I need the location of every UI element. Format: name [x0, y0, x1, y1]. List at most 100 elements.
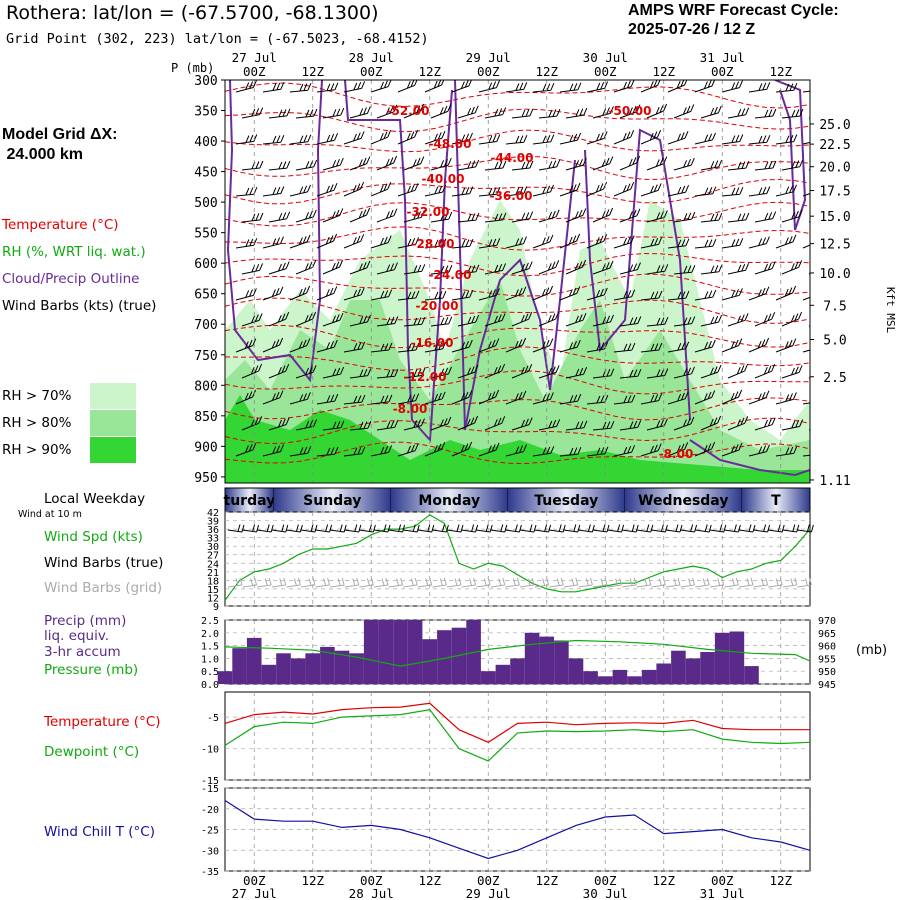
wind-barb — [694, 390, 716, 405]
wind-barb — [430, 104, 452, 119]
wind-barb — [646, 210, 668, 223]
top-time-tick-label: 00Z — [243, 64, 266, 79]
wind-barb — [268, 417, 290, 431]
wind-barb — [511, 108, 534, 119]
wind-barb — [748, 444, 770, 457]
weekday-cell — [273, 488, 391, 512]
wind-barb — [586, 234, 608, 249]
wind-panel-tick-label: 12 — [207, 593, 219, 604]
wind-barb — [694, 186, 717, 197]
wind-barb — [640, 80, 661, 93]
precip-bar — [583, 671, 598, 684]
local-weekday-label: Local Weekday — [44, 491, 146, 507]
wind-barb — [397, 80, 418, 93]
precip-bar — [232, 648, 247, 684]
pressure-tick-label: 500 — [194, 196, 217, 211]
wind-barb — [559, 447, 582, 457]
wind-barb — [619, 262, 641, 275]
wind-barb — [343, 181, 365, 197]
top-time-tick-label: 00Z — [594, 64, 617, 79]
precip-bar — [422, 639, 437, 684]
wind-panel-frame — [224, 511, 811, 607]
top-date-label: 31 Jul — [700, 50, 745, 65]
wind-barb — [586, 81, 609, 93]
temperature-contour-label: -48.00 — [429, 137, 472, 151]
precip-bar — [714, 632, 730, 684]
wind-panel-tick-label: 39 — [207, 517, 219, 528]
wind-barb-grid — [476, 577, 491, 588]
wind-barb — [424, 442, 446, 457]
wind-barb-grid — [519, 577, 535, 588]
wind-barb — [673, 104, 695, 119]
pressure-tick-label: 450 — [194, 166, 217, 181]
wind-barb — [592, 156, 614, 171]
wind-barb — [397, 290, 420, 301]
wind-barb — [376, 262, 398, 275]
precip-bar — [685, 658, 701, 684]
pressure-tick-label: 950 — [194, 471, 217, 486]
grid-point-subtitle: Grid Point (302, 223) lat/lon = (-67.502… — [6, 31, 429, 47]
wind-panel-tick-label: 24 — [207, 559, 219, 570]
wind-barb — [403, 368, 426, 379]
precip-bar — [641, 669, 657, 684]
bottom-time-tick-label: 12Z — [769, 873, 792, 888]
wind-barb-grid — [651, 577, 666, 588]
wind-barb-grid — [753, 577, 769, 588]
wind-barb-true — [578, 524, 595, 533]
wind-barb — [727, 107, 750, 119]
wind-barb — [700, 212, 723, 223]
wind-barb — [619, 369, 642, 379]
wind-barb — [316, 233, 338, 249]
wind-barb — [451, 186, 474, 197]
wind-barb — [640, 342, 663, 353]
temperature-contour — [225, 226, 810, 251]
wind-barb — [241, 416, 263, 431]
wind-barb — [592, 314, 614, 327]
wind-barb — [559, 339, 581, 353]
temperature-contour — [225, 129, 810, 153]
wind-barb — [424, 184, 447, 197]
wind-barb — [316, 133, 339, 145]
wind-barb — [559, 233, 581, 249]
precip-bar — [276, 653, 291, 684]
wind-barb — [511, 312, 533, 327]
bottom-time-tick-label: 12Z — [418, 873, 441, 888]
wind-barb — [424, 130, 446, 145]
cloud-outline — [584, 128, 691, 421]
wind-barb — [532, 234, 554, 249]
wind-barb — [343, 131, 365, 145]
bottom-time-tick-label: 00Z — [360, 873, 383, 888]
wind-barb-true — [446, 524, 464, 533]
bottom-date-label: 30 Jul — [583, 886, 628, 900]
wind-barb — [646, 264, 669, 275]
wind-barb-true — [330, 524, 347, 533]
wind-barb — [721, 187, 744, 197]
precip-bar — [217, 671, 233, 684]
temperature-contour — [225, 155, 810, 180]
wind-barb-grid — [227, 577, 243, 588]
wind-barb — [565, 157, 587, 171]
wind-barb — [268, 108, 291, 119]
top-time-tick-label: 00Z — [711, 64, 734, 79]
wind-barb — [694, 132, 716, 145]
wind-barb — [370, 80, 392, 93]
wind-barb — [640, 443, 662, 457]
time-height-section: -52.00 -50.00 -48.00 -44.00 -40.00 -36.00 -32.… — [225, 80, 810, 483]
bottom-time-tick-label: 00Z — [477, 873, 500, 888]
section-frame — [224, 79, 811, 484]
wind-barb-true — [490, 524, 508, 533]
wind-barb — [538, 419, 561, 431]
wind-barb — [289, 83, 312, 93]
wind-barb — [532, 184, 554, 197]
temp-panel-tick-label: -10 — [201, 745, 219, 756]
precip-bar — [729, 631, 745, 684]
wind-barb — [775, 338, 797, 353]
precip-panel-tick-label: 0.5 — [201, 667, 219, 678]
wind-barb — [235, 338, 257, 353]
wind-barb-grid — [257, 577, 272, 588]
wind-barb — [484, 107, 507, 119]
bottom-time-tick-label: 12Z — [535, 873, 558, 888]
wind-barb — [532, 83, 555, 93]
wind-barb — [532, 285, 554, 301]
wind-barb-true — [592, 524, 610, 533]
